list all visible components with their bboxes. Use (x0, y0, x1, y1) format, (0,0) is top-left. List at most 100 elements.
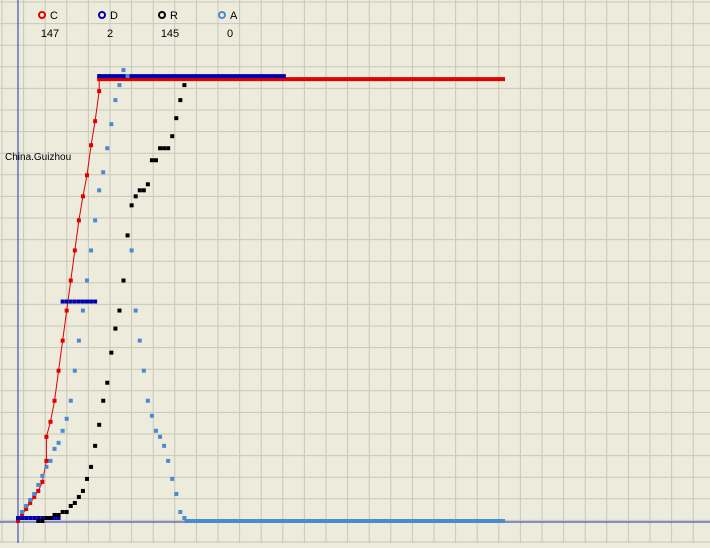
data-point-D (76, 299, 81, 304)
annotation-label: China.Guizhou (5, 152, 71, 163)
data-point-C (101, 77, 106, 82)
data-point-C (80, 194, 85, 199)
data-point-C (28, 500, 33, 505)
data-point-C (89, 143, 94, 148)
data-point-C (52, 398, 57, 403)
data-point-R (40, 519, 45, 523)
data-point-A (72, 368, 77, 373)
data-point-C (97, 77, 102, 82)
data-point-A (84, 278, 89, 283)
data-point-R (109, 350, 114, 355)
data-point-R (121, 278, 126, 283)
data-point-C (16, 519, 20, 523)
data-point-C (40, 479, 45, 484)
legend-count: 2 (107, 28, 113, 40)
data-point-R (129, 203, 134, 208)
data-point-D (32, 515, 37, 520)
series-R (36, 83, 187, 523)
data-point-R (76, 494, 81, 499)
data-point-R (60, 509, 65, 514)
data-point-C (93, 119, 98, 124)
data-point-A (32, 491, 37, 496)
data-point-D (20, 515, 25, 520)
data-point-A (40, 473, 45, 478)
data-point-A (182, 515, 187, 520)
legend-marker-icon (98, 11, 106, 19)
legend-label: D (110, 10, 118, 22)
data-point-R (97, 422, 102, 427)
data-point-R (36, 519, 41, 523)
data-point-R (182, 83, 187, 88)
legend-label: C (50, 10, 58, 22)
data-point-R (44, 515, 49, 520)
data-point-D (97, 74, 102, 79)
data-point-D (80, 299, 85, 304)
data-point-R (68, 503, 73, 508)
data-point-R (133, 194, 138, 199)
data-point-R (93, 443, 98, 448)
data-point-R (137, 188, 142, 193)
legend-marker-icon (158, 11, 166, 19)
data-point-A (76, 338, 81, 343)
legend-item-A: A0 (218, 10, 238, 40)
data-point-R (141, 188, 146, 193)
data-point-R (170, 134, 175, 139)
data-point-D (93, 299, 98, 304)
data-point-C (76, 218, 81, 223)
data-point-A (149, 413, 154, 418)
data-point-D (72, 299, 77, 304)
data-point-C (84, 173, 89, 178)
legend-marker-icon (218, 11, 226, 19)
data-point-A (24, 503, 29, 508)
data-point-D (60, 299, 65, 304)
data-point-C (56, 368, 61, 373)
data-point-D (56, 515, 61, 520)
legend-count: 147 (41, 28, 59, 40)
data-point-R (158, 146, 163, 151)
data-point-D (68, 299, 73, 304)
data-point-A (68, 398, 73, 403)
data-point-D (52, 515, 57, 520)
data-point-D (40, 515, 45, 520)
data-point-A (48, 458, 53, 463)
data-point-R (125, 233, 130, 238)
data-point-A (109, 122, 114, 127)
legend-marker-icon (38, 11, 46, 19)
data-point-R (64, 509, 69, 514)
series-D (16, 74, 286, 520)
data-point-C (72, 248, 77, 253)
data-point-A (153, 428, 158, 433)
series-C (16, 77, 505, 523)
data-point-A (89, 248, 94, 253)
data-point-R (52, 512, 57, 517)
data-point-A (174, 491, 179, 496)
data-point-D (89, 299, 94, 304)
data-point-A (113, 98, 118, 103)
data-point-R (162, 146, 167, 151)
data-point-A (101, 170, 106, 175)
data-point-R (89, 464, 94, 469)
data-point-A (44, 464, 49, 469)
data-point-A (170, 476, 175, 481)
data-point-A (129, 248, 134, 253)
data-point-R (153, 158, 158, 163)
data-point-D (84, 299, 89, 304)
data-point-C (60, 338, 65, 343)
data-point-R (178, 98, 183, 103)
series-layer (16, 68, 505, 523)
series-A (20, 68, 505, 523)
data-point-C (32, 494, 37, 499)
data-point-C (44, 434, 49, 439)
data-point-C (97, 89, 102, 94)
data-point-A (28, 497, 33, 502)
data-point-R (56, 512, 61, 517)
data-point-C (68, 278, 73, 283)
data-point-A (20, 509, 25, 514)
data-point-A (64, 416, 69, 421)
data-point-C (64, 308, 69, 313)
data-point-D (36, 515, 41, 520)
